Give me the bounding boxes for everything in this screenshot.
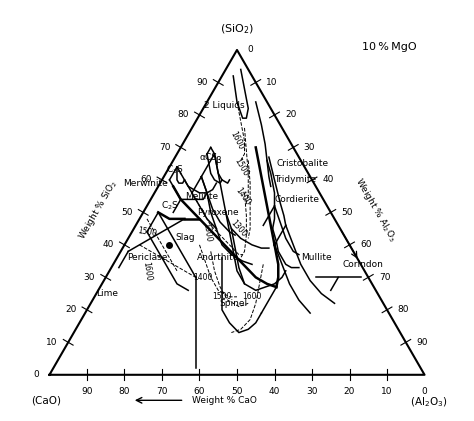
Text: 1500: 1500 [137,226,157,238]
Text: 60: 60 [360,240,372,249]
Text: 50: 50 [341,208,353,217]
Text: 1600: 1600 [242,292,262,301]
Text: Cordierite: Cordierite [274,195,319,204]
Text: (CaO): (CaO) [31,395,61,405]
Text: 30: 30 [304,143,315,152]
Text: 90: 90 [416,338,428,347]
Text: Merwinite: Merwinite [123,179,168,188]
Text: 10: 10 [266,78,278,87]
Text: 2 Liquids: 2 Liquids [203,101,244,110]
Text: 30: 30 [84,273,95,282]
Text: αCS: αCS [200,153,218,162]
Text: 1400: 1400 [233,186,252,207]
Text: Anorthite: Anorthite [197,253,239,262]
Text: β: β [215,156,221,165]
Text: 20: 20 [65,305,76,314]
Text: 50: 50 [121,208,133,217]
Text: Melilite: Melilite [185,192,218,201]
Text: 90: 90 [196,78,208,87]
Text: 10: 10 [381,387,393,396]
Text: 1600: 1600 [228,130,246,152]
Text: 50: 50 [231,387,243,396]
Text: 90: 90 [81,387,93,396]
Text: Weight % Al$_2$O$_3$: Weight % Al$_2$O$_3$ [352,176,400,244]
Text: 0: 0 [422,387,428,396]
Text: 20: 20 [285,110,296,120]
Text: 20: 20 [344,387,355,396]
Text: 80: 80 [398,305,409,314]
Text: 10 % MgO: 10 % MgO [363,43,417,53]
Text: Corindon: Corindon [342,260,383,269]
Text: C$_3$S: C$_3$S [166,164,184,176]
Text: Cristobalite: Cristobalite [276,159,328,168]
Text: 70: 70 [379,273,390,282]
Text: 1400: 1400 [193,273,213,282]
Text: 0: 0 [33,370,39,379]
Text: 40: 40 [322,176,334,184]
Text: Slag: Slag [175,233,195,242]
Text: 60: 60 [140,176,152,184]
Text: 1600: 1600 [141,261,153,281]
Text: 80: 80 [118,387,130,396]
Text: 1500: 1500 [212,292,232,301]
Text: 1300: 1300 [201,221,213,242]
Text: (Al$_2$O$_3$): (Al$_2$O$_3$) [410,395,447,409]
Text: 60: 60 [194,387,205,396]
Text: Weight % SiO$_2$: Weight % SiO$_2$ [76,178,120,242]
Text: 1300: 1300 [229,218,249,239]
Text: 30: 30 [306,387,318,396]
Text: 70: 70 [159,143,170,152]
Text: Periclase: Periclase [127,253,167,262]
Text: 1500: 1500 [232,156,249,178]
Text: Mullite: Mullite [301,253,331,262]
Text: 70: 70 [156,387,168,396]
Text: Weight % CaO: Weight % CaO [192,396,257,405]
Text: Tridymite: Tridymite [274,176,317,184]
Text: Lime: Lime [97,289,118,298]
Text: (SiO$_2$): (SiO$_2$) [220,22,254,36]
Text: Pyroxene: Pyroxene [198,208,239,217]
Text: 10: 10 [46,338,58,347]
Text: 40: 40 [102,240,114,249]
Text: 40: 40 [269,387,280,396]
Text: C$_2$S: C$_2$S [161,200,178,212]
Text: 80: 80 [177,110,189,120]
Text: Spinel: Spinel [219,299,247,308]
Text: 0: 0 [247,45,253,54]
